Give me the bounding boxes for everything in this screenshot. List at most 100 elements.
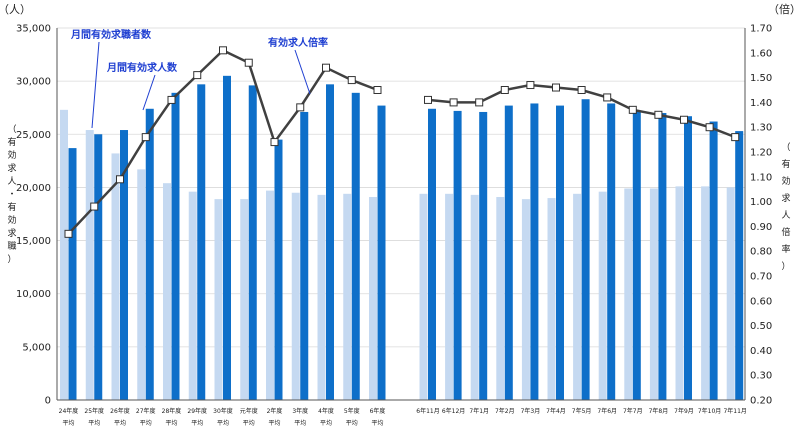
bar-openings — [530, 103, 539, 400]
ratio-marker — [603, 93, 612, 102]
x-tick-label: 7年5月 — [572, 407, 592, 415]
bar-seekers — [369, 196, 377, 400]
ratio-marker — [244, 58, 253, 67]
x-tick-label: 30年度 — [213, 407, 233, 415]
ratio-marker — [475, 98, 484, 107]
x-tick-label: 6年度 — [370, 407, 386, 415]
left-axis-label-char: 職 — [7, 241, 16, 252]
ratio-marker — [167, 95, 176, 104]
right-tick-label: 0.30 — [750, 371, 772, 382]
right-tick-label: 0.40 — [750, 346, 772, 357]
ratio-marker — [373, 86, 382, 94]
left-tick-label: 30,000 — [16, 77, 51, 88]
ratio-marker — [449, 98, 458, 107]
bar-seekers — [137, 169, 146, 400]
ratio-marker — [628, 105, 637, 114]
left-axis-label-char: 有 — [7, 201, 16, 213]
left-tick-label: 5,000 — [22, 342, 51, 353]
ratio-marker — [552, 83, 560, 92]
bar-seekers — [291, 192, 300, 400]
x-tick-label: 5年度 — [344, 407, 360, 415]
x-tick-sublabel: 平均 — [114, 419, 126, 427]
bar-seekers — [214, 199, 223, 400]
right-axis-label-char: ） — [781, 261, 790, 272]
bar-openings — [658, 113, 667, 401]
bar-seekers — [445, 193, 454, 400]
left-axis-label-char: （ — [7, 124, 16, 135]
bar-openings — [735, 131, 744, 400]
x-tick-label: 7年6月 — [597, 407, 617, 415]
ratio-marker — [424, 95, 432, 104]
right-tick-label: 0.20 — [750, 396, 772, 407]
bar-openings — [171, 92, 180, 400]
right-axis-label: （ 有効求人倍率 ） — [781, 142, 790, 272]
bar-openings — [709, 121, 718, 400]
bar-seekers — [496, 196, 505, 400]
left-tick-label: 25,000 — [16, 130, 51, 141]
x-tick-label: 25年度 — [84, 407, 104, 415]
bar-openings — [351, 92, 360, 400]
x-tick-sublabel: 平均 — [294, 419, 306, 427]
bar-seekers — [343, 193, 352, 400]
bar-openings — [145, 108, 154, 400]
right-tick-label: 0.90 — [750, 222, 772, 233]
x-tick-label: 27年度 — [136, 407, 156, 415]
right-tick-label: 0.70 — [750, 272, 772, 283]
right-tick-label: 1.40 — [750, 98, 772, 109]
bar-seekers — [317, 194, 326, 400]
x-tick-label: 6年11月 — [416, 407, 439, 415]
ratio-marker — [270, 138, 279, 147]
ratio-marker — [322, 63, 330, 72]
x-tick-label: 7年11月 — [723, 407, 746, 415]
left-axis-label-char: 求 — [7, 162, 16, 174]
bar-seekers — [85, 130, 94, 400]
bar-seekers — [470, 194, 479, 400]
bar-openings — [300, 111, 309, 401]
bar-openings — [684, 116, 692, 401]
ratio-marker — [731, 133, 740, 142]
right-tick-label: 1.60 — [750, 48, 772, 59]
left-axis-label-char: 効 — [7, 214, 16, 226]
x-tick-sublabel: 平均 — [191, 419, 203, 427]
ratio-marker — [90, 202, 99, 211]
x-tick-label: 7年2月 — [495, 407, 515, 415]
bars — [60, 75, 744, 401]
right-axis-ticks: 0.20 0.30 0.40 0.50 0.60 0.70 0.80 0.90 1.00 1.10… — [750, 24, 772, 407]
x-tick-label: 7年10月 — [698, 407, 721, 415]
bar-openings — [197, 84, 206, 401]
left-tick-label: 15,000 — [16, 236, 51, 247]
annotation-openings: 月間有効求人数 — [106, 61, 178, 74]
bar-openings — [428, 108, 436, 400]
ratio-marker — [577, 86, 586, 94]
x-tick-sublabel: 平均 — [165, 419, 177, 427]
x-tick-label: 2年度 — [267, 407, 283, 415]
bar-seekers — [111, 153, 120, 400]
annotation-leader-seekers — [91, 41, 100, 129]
ratio-marker — [705, 123, 714, 132]
bar-seekers — [573, 193, 582, 400]
bar-openings — [248, 85, 257, 400]
left-axis-label-char: ・ — [7, 190, 16, 200]
x-tick-sublabel: 平均 — [371, 419, 383, 427]
bar-seekers — [649, 188, 658, 400]
x-tick-label: 元年度 — [240, 407, 258, 415]
left-tick-label: 20,000 — [16, 183, 51, 194]
bar-seekers — [547, 198, 556, 400]
bar-seekers — [266, 190, 274, 400]
x-tick-label: 29年度 — [187, 407, 207, 415]
x-tick-label: 28年度 — [162, 407, 182, 415]
right-tick-label: 1.70 — [750, 24, 772, 35]
right-axis-label-char: 有 — [781, 158, 790, 170]
bar-seekers — [675, 186, 684, 400]
bar-openings — [632, 110, 641, 400]
left-axis-ticks: 0 5,000 10,000 15,000 20,000 25,000 30,000 35,0… — [16, 24, 51, 407]
annotation-leader-ratio — [294, 49, 311, 95]
bar-openings — [607, 103, 616, 400]
bar-openings — [377, 105, 386, 401]
ratio-marker — [296, 103, 305, 112]
left-tick-label: 0 — [45, 396, 51, 407]
ratio-marker — [347, 76, 356, 85]
ratio-marker — [193, 71, 202, 80]
bar-openings — [453, 110, 462, 400]
